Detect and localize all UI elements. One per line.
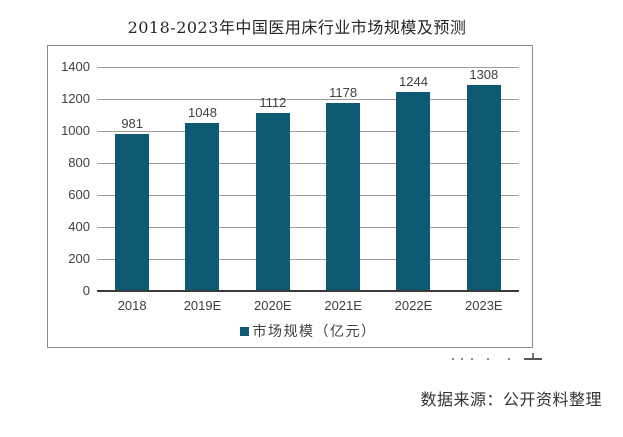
legend-label: 市场规模（亿元）: [252, 323, 377, 339]
gridline-400: [97, 227, 519, 228]
x-tick-label-2021E: 2021E: [324, 298, 362, 313]
x-tick-label-2022E: 2022E: [394, 298, 433, 313]
x-tick-label-2018: 2018: [117, 298, 147, 313]
bar-slot-2019E: 1048: [167, 67, 237, 291]
source-note: 数据来源：公开资料整理: [420, 390, 602, 409]
bar-2023E: [466, 85, 501, 291]
bar-value-label: 1178: [329, 85, 358, 100]
bar-slot-2023E: 1308: [449, 67, 519, 291]
bar-slot-2021E: 1178: [308, 67, 378, 291]
chart-title: 2018-2023年中国医用床行业市场规模及预测: [127, 18, 467, 37]
gridline-1000: [97, 131, 519, 132]
plot-area: 981 1048 1112 1178 1244 1308: [97, 67, 519, 291]
x-tick-label-2023E: 2023E: [465, 298, 503, 313]
gridline-600: [97, 195, 519, 196]
y-tick-label: 1000: [61, 123, 90, 138]
legend: 市场规模（亿元）: [97, 321, 519, 341]
bar-slot-2018: 981: [97, 67, 167, 291]
gridline-200: [97, 259, 519, 260]
x-tick-label-2020E: 2020E: [254, 298, 292, 313]
y-tick-label: 0: [82, 283, 90, 298]
x-tick-label-2019E: 2019E: [183, 298, 222, 313]
y-tick-label: 800: [68, 155, 90, 170]
bar-value-label: 981: [121, 116, 144, 131]
y-tick-label: 400: [68, 219, 90, 234]
y-tick-label: 600: [68, 187, 90, 202]
bar-value-label: 1112: [259, 95, 287, 110]
gridline-800: [97, 163, 519, 164]
y-tick-label: 1400: [61, 59, 90, 74]
gridline-1400: [97, 67, 519, 68]
bar-value-label: 1244: [399, 74, 428, 89]
bar-2022E: [396, 92, 431, 291]
bar-value-label: 1308: [469, 67, 499, 82]
bar-2018: [115, 134, 150, 291]
bar-2019E: [185, 123, 220, 291]
bar-slot-2020E: 1112: [238, 67, 308, 291]
x-axis-line: [97, 290, 519, 292]
gridline-1200: [97, 99, 519, 100]
y-tick-label: 200: [68, 251, 90, 266]
y-tick-label: 1200: [61, 91, 90, 106]
chart-frame: 0 200 400 600 800 1000 1200 1400 981 1048 1112 117…: [47, 45, 533, 348]
x-axis-labels: 2018 2019E 2020E 2021E 2022E 2023E: [97, 298, 519, 313]
bar-2021E: [326, 103, 361, 291]
legend-swatch-icon: [239, 326, 249, 336]
bar-value-label: 1048: [188, 105, 217, 120]
bar-2020E: [255, 113, 290, 291]
bar-slot-2022E: 1244: [378, 67, 448, 291]
